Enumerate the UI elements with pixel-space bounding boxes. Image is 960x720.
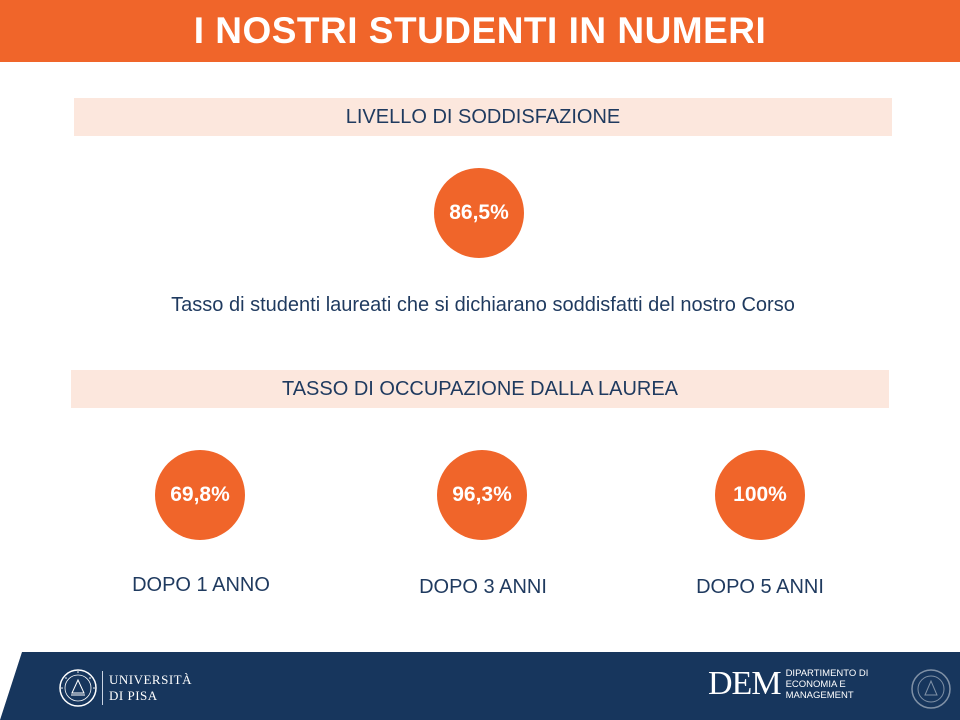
satisfaction-value: 86,5% <box>434 168 524 258</box>
logo-divider <box>102 671 103 705</box>
page-title: I NOSTRI STUDENTI IN NUMERI <box>193 10 767 51</box>
employment-value-3-years: 96,3% <box>437 450 527 540</box>
university-name-line-1: UNIVERSITÀ <box>109 672 192 687</box>
employment-value-1-year: 69,8% <box>155 450 245 540</box>
employment-label-5-years: DOPO 5 ANNI <box>696 576 824 598</box>
employment-label-1-year: DOPO 1 ANNO <box>132 574 270 596</box>
dem-wordmark: DEM <box>708 665 782 702</box>
university-name: UNIVERSITÀ DI PISA <box>109 672 192 704</box>
university-logo: UNIVERSITÀ DI PISA <box>58 668 192 708</box>
satisfaction-description: Tasso di studenti laureati che si dichia… <box>171 294 795 316</box>
department-name-line-2: ECONOMIA E <box>785 678 846 690</box>
title-banner: I NOSTRI STUDENTI IN NUMERI <box>0 0 960 62</box>
department-seal-icon <box>911 669 951 709</box>
department-name: DIPARTIMENTO DI ECONOMIA E MANAGEMENT <box>786 668 869 701</box>
department-name-line-1: DIPARTIMENTO DI <box>785 667 869 679</box>
university-name-line-2: DI PISA <box>109 688 158 703</box>
satisfaction-heading: LIVELLO DI SODDISFAZIONE <box>74 98 892 136</box>
employment-value-5-years: 100% <box>715 450 805 540</box>
employment-heading: TASSO DI OCCUPAZIONE DALLA LAUREA <box>71 370 889 408</box>
employment-label-3-years: DOPO 3 ANNI <box>419 576 547 598</box>
department-logo: DEM DIPARTIMENTO DI ECONOMIA E MANAGEMEN… <box>708 667 868 701</box>
footer-bar <box>0 652 960 720</box>
university-seal-icon <box>59 669 97 707</box>
department-name-line-3: MANAGEMENT <box>785 689 854 701</box>
